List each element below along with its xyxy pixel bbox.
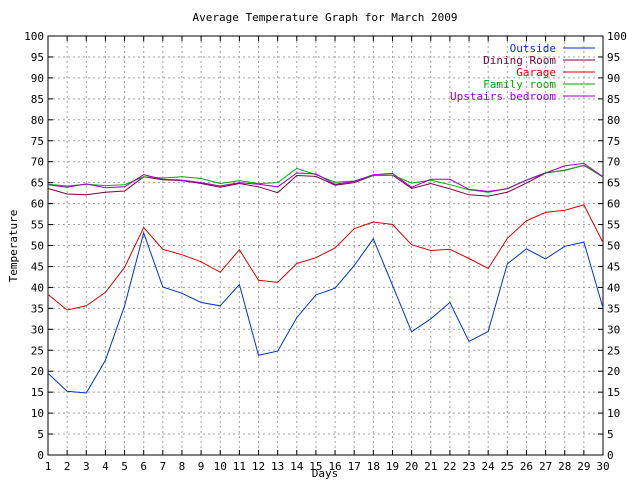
y-tick-label-right: 25: [607, 344, 620, 357]
x-tick-label: 23: [462, 460, 475, 473]
y-tick-label: 60: [31, 198, 44, 211]
x-tick-label: 2: [64, 460, 71, 473]
y-tick-label: 75: [31, 135, 44, 148]
y-tick-label: 25: [31, 344, 44, 357]
y-tick-label-right: 15: [607, 386, 620, 399]
x-tick-label: 15: [309, 460, 322, 473]
y-tick-label: 45: [31, 260, 44, 273]
y-tick-label-right: 50: [607, 240, 620, 253]
y-tick-label-right: 60: [607, 198, 620, 211]
x-tick-label: 3: [83, 460, 90, 473]
y-tick-label-right: 35: [607, 302, 620, 315]
legend-label-upstairs-bedroom: Upstairs bedroom: [450, 90, 556, 103]
x-tick-label: 21: [424, 460, 437, 473]
x-tick-label: 7: [160, 460, 167, 473]
x-tick-label: 11: [233, 460, 246, 473]
y-tick-label-right: 90: [607, 72, 620, 85]
y-tick-label: 35: [31, 302, 44, 315]
x-tick-label: 22: [443, 460, 456, 473]
legend-label-garage: Garage: [516, 66, 556, 79]
y-tick-label-right: 65: [607, 177, 620, 190]
y-tick-label: 0: [37, 449, 44, 462]
y-tick-label: 50: [31, 240, 44, 253]
y-axis-label: Temperature: [7, 210, 20, 283]
legend-label-family-room: Family room: [483, 78, 556, 91]
y-tick-label-right: 85: [607, 93, 620, 106]
y-tick-label-right: 70: [607, 156, 620, 169]
series-line-dining-room: [47, 164, 604, 197]
y-tick-label-right: 10: [607, 407, 620, 420]
x-tick-label: 9: [198, 460, 205, 473]
series-line-upstairs-bedroom: [47, 162, 604, 192]
y-tick-label: 30: [31, 323, 44, 336]
x-tick-label: 5: [121, 460, 128, 473]
x-tick-label: 4: [102, 460, 109, 473]
x-tick-label: 19: [386, 460, 399, 473]
x-tick-label: 10: [214, 460, 227, 473]
y-tick-label-right: 80: [607, 114, 620, 127]
y-tick-label: 90: [31, 72, 44, 85]
x-tick-label: 6: [140, 460, 147, 473]
y-tick-label: 70: [31, 156, 44, 169]
x-tick-label: 25: [501, 460, 514, 473]
x-tick-label: 18: [367, 460, 380, 473]
y-tick-label-right: 75: [607, 135, 620, 148]
legend-label-dining-room: Dining Room: [483, 54, 556, 67]
y-tick-label: 65: [31, 177, 44, 190]
x-tick-label: 1: [45, 460, 52, 473]
y-tick-label-right: 30: [607, 323, 620, 336]
y-tick-label: 100: [24, 30, 44, 43]
series-lines: [47, 162, 604, 394]
x-axis-label: Days: [312, 467, 339, 480]
y-tick-label-right: 0: [607, 449, 614, 462]
x-tick-label: 29: [577, 460, 590, 473]
series-line-outside: [47, 231, 604, 394]
y-tick-label-right: 100: [607, 30, 627, 43]
x-tick-label: 30: [596, 460, 609, 473]
y-tick-label-right: 45: [607, 260, 620, 273]
y-tick-label: 20: [31, 365, 44, 378]
y-tick-label: 15: [31, 386, 44, 399]
y-tick-label-right: 5: [607, 428, 614, 441]
x-tick-label: 27: [539, 460, 552, 473]
x-tick-label: 28: [558, 460, 571, 473]
x-tick-label: 14: [290, 460, 304, 473]
y-tick-label: 80: [31, 114, 44, 127]
x-tick-label: 12: [252, 460, 265, 473]
x-tick-label: 24: [482, 460, 496, 473]
y-tick-label-right: 95: [607, 51, 620, 64]
series-line-garage: [47, 204, 604, 311]
y-tick-label: 40: [31, 281, 44, 294]
x-tick-label: 16: [328, 460, 341, 473]
x-tick-label: 17: [348, 460, 361, 473]
y-tick-label-right: 40: [607, 281, 620, 294]
y-tick-label: 55: [31, 219, 44, 232]
y-tick-label: 10: [31, 407, 44, 420]
x-tick-label: 8: [179, 460, 186, 473]
y-tick-label: 95: [31, 51, 44, 64]
y-tick-label-right: 20: [607, 365, 620, 378]
x-tick-label: 26: [520, 460, 533, 473]
y-tick-label: 85: [31, 93, 44, 106]
y-tick-label: 5: [37, 428, 44, 441]
legend-label-outside: Outside: [510, 42, 556, 55]
x-tick-label: 13: [271, 460, 284, 473]
chart-title: Average Temperature Graph for March 2009: [193, 11, 458, 24]
y-tick-label-right: 55: [607, 219, 620, 232]
x-tick-label: 20: [405, 460, 418, 473]
